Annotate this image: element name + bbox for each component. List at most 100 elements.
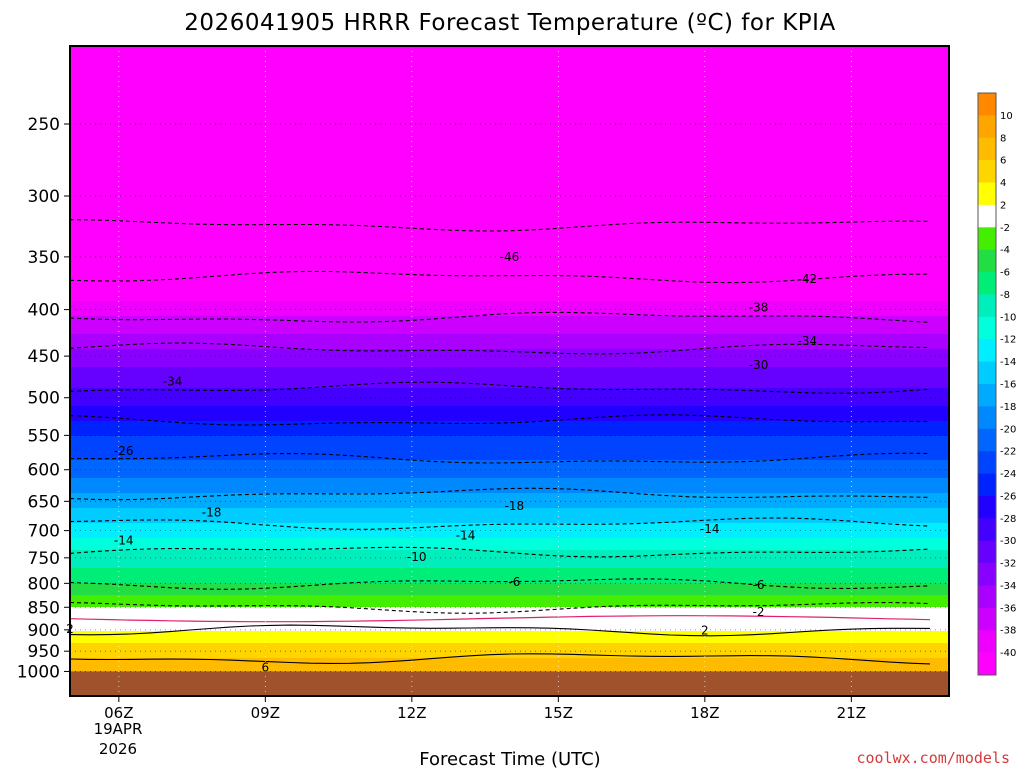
temperature-band xyxy=(70,589,949,593)
freezing-line xyxy=(70,615,931,623)
temperature-band xyxy=(70,109,949,113)
temperature-band xyxy=(70,394,949,398)
temperature-band xyxy=(70,313,949,317)
temperature-band xyxy=(70,256,949,260)
colorbar-label: -22 xyxy=(1000,447,1016,458)
colorbar-swatch xyxy=(978,473,996,497)
temperature-band xyxy=(70,376,949,380)
temperature-band xyxy=(70,289,949,293)
colorbar: 10 8 6 4 2 -2 -4 -6 -8 -10 -12 -14 -16 -18 -20 -22 -24 -2… xyxy=(977,92,1016,676)
temperature-band xyxy=(70,532,949,536)
contour-line xyxy=(70,653,931,665)
colorbar-label: -38 xyxy=(1000,626,1016,637)
temperature-band xyxy=(70,418,949,422)
temperature-band xyxy=(70,577,949,581)
temperature-band xyxy=(70,496,949,500)
temperature-band xyxy=(70,328,949,332)
temperature-band xyxy=(70,172,949,176)
temperature-band xyxy=(70,247,949,251)
temperature-field xyxy=(70,46,949,696)
temperature-band xyxy=(70,610,949,614)
contour-label: -2 xyxy=(753,605,765,619)
temperature-band xyxy=(70,301,949,305)
pressure-axis: 250 300 350 400 450 500 550 600 650 700 750 800 850 9… xyxy=(17,115,70,682)
temperature-band xyxy=(70,517,949,521)
contour-label: -46 xyxy=(500,250,520,264)
temperature-band xyxy=(70,565,949,569)
temperature-band xyxy=(70,163,949,167)
temperature-band xyxy=(70,106,949,110)
colorbar-label: -28 xyxy=(1000,514,1016,525)
temperature-band xyxy=(70,649,949,653)
colorbar-swatch xyxy=(978,115,996,139)
temperature-band xyxy=(70,280,949,284)
temperature-band xyxy=(70,136,949,140)
colorbar-swatch xyxy=(978,451,996,474)
temperature-band xyxy=(70,76,949,80)
temperature-band xyxy=(70,523,949,527)
contour-line xyxy=(70,546,931,558)
temperature-band xyxy=(70,526,949,530)
colorbar-swatch xyxy=(978,428,996,452)
temperature-band xyxy=(70,211,949,215)
temperature-band xyxy=(70,499,949,503)
temperature-band xyxy=(70,403,949,407)
temperature-band xyxy=(70,574,949,578)
colorbar-label: 4 xyxy=(1000,178,1006,189)
contour-line xyxy=(70,452,931,464)
temperature-band xyxy=(70,325,949,329)
temperature-band xyxy=(70,595,949,599)
temperature-band xyxy=(70,547,949,551)
time-tick-label: 12Z xyxy=(397,704,426,722)
temperature-band xyxy=(70,250,949,254)
temperature-band xyxy=(70,196,949,200)
temperature-band xyxy=(70,607,949,611)
contour-label: 6 xyxy=(262,660,270,674)
time-tick-label: 09Z xyxy=(251,704,280,722)
temperature-band xyxy=(70,487,949,491)
contour-label: -26 xyxy=(114,444,134,458)
credit-link[interactable]: coolwx.com/models xyxy=(856,749,1010,767)
temperature-band xyxy=(70,220,949,224)
contour-line xyxy=(70,342,931,355)
temperature-band xyxy=(70,100,949,104)
temperature-band xyxy=(70,181,949,185)
temperature-band xyxy=(70,346,949,350)
temperature-band xyxy=(70,505,949,509)
temperature-band xyxy=(70,49,949,53)
colorbar-label: -2 xyxy=(1000,223,1010,234)
temperature-band xyxy=(70,217,949,221)
temperature-band xyxy=(70,427,949,431)
temperature-band xyxy=(70,265,949,269)
pressure-tick-label: 700 xyxy=(28,522,60,542)
temperature-band xyxy=(70,454,949,458)
temperature-band xyxy=(70,424,949,428)
colorbar-label: -8 xyxy=(1000,290,1010,301)
temperature-band xyxy=(70,634,949,638)
temperature-band xyxy=(70,160,949,164)
temperature-band xyxy=(70,469,949,473)
temperature-band xyxy=(70,175,949,179)
chart-title: 2026041905 HRRR Forecast Temperature (ºC… xyxy=(184,10,835,36)
temperature-band xyxy=(70,88,949,92)
temperature-band xyxy=(70,553,949,557)
temperature-band xyxy=(70,148,949,152)
contour-label: -10 xyxy=(407,550,427,564)
temperature-band xyxy=(70,643,949,647)
temperature-band xyxy=(70,145,949,149)
temperature-band xyxy=(70,226,949,230)
temperature-band xyxy=(70,232,949,236)
pressure-tick-label: 1000 xyxy=(17,662,60,682)
temperature-band xyxy=(70,502,949,506)
colorbar-swatch xyxy=(978,607,996,631)
colorbar-label: -40 xyxy=(1000,648,1016,659)
pressure-tick-label: 300 xyxy=(28,187,60,207)
temperature-band xyxy=(70,373,949,377)
temperature-band xyxy=(70,433,949,437)
contour-label: -14 xyxy=(700,522,720,536)
colorbar-swatch xyxy=(978,652,996,676)
plot-frame xyxy=(69,45,950,697)
colorbar-label: -30 xyxy=(1000,536,1016,547)
temperature-band xyxy=(70,262,949,266)
temperature-band xyxy=(70,451,949,455)
